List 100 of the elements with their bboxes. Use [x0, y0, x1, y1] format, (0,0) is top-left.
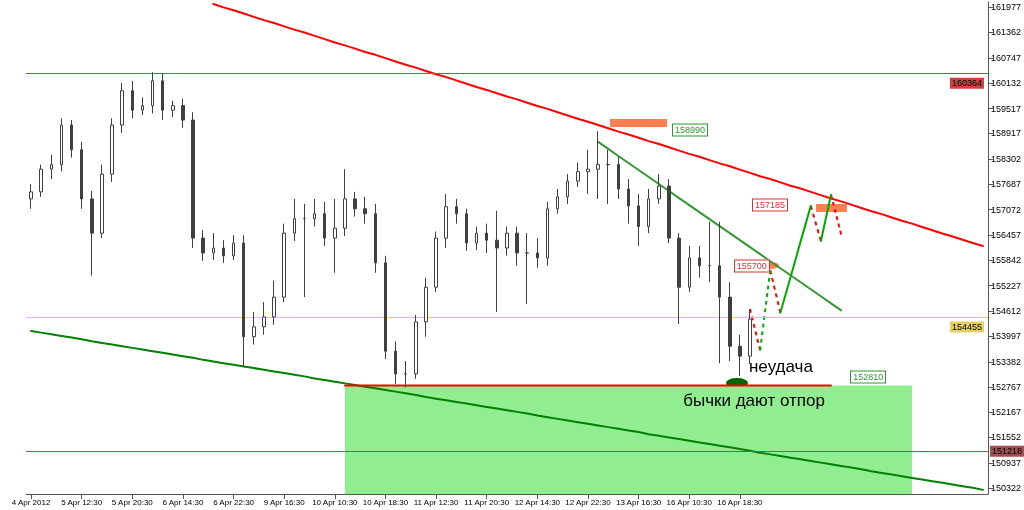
- x-tick-label: 16 Apr 10:30: [666, 497, 713, 507]
- x-tick-label: 12 Apr 22:30: [565, 497, 612, 507]
- annotation: 152810: [850, 370, 887, 384]
- candlestick: [141, 96, 144, 116]
- line-series: [597, 140, 843, 312]
- candlestick: [434, 230, 438, 293]
- candlestick: [566, 173, 569, 205]
- y-tick-label: 154612: [990, 306, 1022, 317]
- candlestick: [647, 188, 650, 234]
- candlestick: [181, 98, 185, 129]
- candlestick: [738, 334, 742, 377]
- candlestick: [222, 239, 225, 264]
- annotation: 158990: [672, 123, 709, 137]
- annotation: неудача: [748, 356, 813, 376]
- candlestick: [404, 360, 407, 389]
- candlestick: [637, 193, 640, 247]
- y-tick-label: 150937: [990, 457, 1022, 468]
- candlestick: [282, 223, 286, 303]
- candlestick: [688, 245, 691, 293]
- candlestick: [698, 245, 701, 279]
- candlestick: [627, 178, 630, 225]
- y-tick-label: 155227: [990, 280, 1022, 291]
- candlestick: [596, 130, 600, 200]
- x-tick-label: 6 Apr 14:30: [162, 497, 204, 507]
- candlestick: [424, 277, 428, 338]
- candlestick: [29, 183, 33, 210]
- x-tick-label: 5 Apr 12:30: [61, 497, 103, 507]
- candlestick: [39, 164, 43, 198]
- x-tick-label: 4 Apr 2012: [11, 497, 51, 507]
- y-tick-label: 153997: [990, 331, 1022, 342]
- y-tick-label: 153382: [990, 356, 1022, 367]
- candlestick: [110, 117, 114, 183]
- candlestick: [100, 164, 104, 239]
- y-tick-label: 160132: [990, 78, 1022, 89]
- x-tick-label: 13 Apr 16:30: [615, 497, 662, 507]
- annotation: бычки дают отпор: [683, 390, 825, 410]
- y-tick-label: 155842: [990, 255, 1022, 266]
- candlestick: [546, 201, 549, 267]
- candlestick: [60, 117, 63, 172]
- candlestick: [748, 308, 752, 365]
- annotation: 157185: [752, 198, 789, 212]
- candlestick: [455, 198, 458, 225]
- candlestick: [120, 82, 124, 134]
- candlestick: [90, 190, 94, 277]
- y-tick-label: 152767: [990, 382, 1022, 393]
- x-tick-label: 11 Apr 12:30: [413, 497, 460, 507]
- candlestick: [313, 198, 316, 228]
- x-tick-label: 16 Apr 18:30: [717, 497, 764, 507]
- y-tick-label: 151552: [990, 432, 1022, 443]
- x-tick-label: 11 Apr 20:30: [464, 497, 510, 507]
- candlestick: [201, 229, 205, 262]
- candlestick: [515, 226, 519, 267]
- y-tick-label: 161977: [990, 2, 1022, 13]
- x-tick-label: 12 Apr 14:30: [514, 497, 561, 507]
- candlestick: [252, 311, 256, 346]
- y-tick-label: 150322: [990, 483, 1022, 494]
- candlestick: [465, 208, 468, 252]
- y-tick-label: 157072: [990, 204, 1022, 215]
- ref-line-label: 160364: [951, 78, 982, 89]
- candlestick: [536, 237, 539, 269]
- candlestick: [485, 223, 488, 254]
- line-series: [30, 329, 984, 491]
- x-tick-label: 5 Apr 20:30: [111, 497, 154, 507]
- y-tick-label: 157687: [990, 179, 1022, 190]
- y-tick-label: 158302: [990, 153, 1022, 164]
- y-tick-label: 160747: [990, 52, 1022, 63]
- candlestick: [333, 198, 337, 274]
- y-tick-label: 152167: [990, 406, 1022, 417]
- candlestick: [343, 168, 347, 237]
- candlestick: [191, 111, 195, 249]
- y-tick-label: 159517: [990, 103, 1022, 114]
- ref-line-label: 151218: [991, 446, 1023, 457]
- candlestick: [617, 156, 620, 200]
- candlestick: [677, 232, 681, 325]
- candlestick: [363, 196, 367, 225]
- candlestick: [495, 210, 499, 313]
- ref-line-label: 154455: [951, 322, 982, 333]
- y-tick-label: 156457: [990, 229, 1022, 240]
- candlestick: [728, 281, 732, 362]
- candlestick: [80, 141, 83, 210]
- candlestick: [323, 201, 326, 247]
- candlestick: [70, 119, 73, 159]
- candlestick: [384, 255, 387, 360]
- candlestick: [242, 234, 245, 367]
- candlestick: [475, 226, 478, 251]
- candlestick: [667, 178, 671, 244]
- candlestick: [262, 301, 266, 336]
- candlestick: [272, 280, 276, 326]
- candlestick: [556, 188, 559, 215]
- candlestick: [414, 314, 418, 380]
- candlestick: [505, 226, 509, 257]
- candlestick: [657, 173, 661, 205]
- candlestick: [374, 203, 377, 274]
- candlestick: [293, 198, 296, 242]
- candlestick: [131, 80, 134, 119]
- x-tick-label: 10 Apr 10:30: [312, 497, 359, 507]
- candlestick: [151, 71, 154, 114]
- x-tick-label: 6 Apr 22:30: [213, 497, 255, 507]
- candlestick: [161, 72, 164, 121]
- candlestick: [353, 191, 357, 218]
